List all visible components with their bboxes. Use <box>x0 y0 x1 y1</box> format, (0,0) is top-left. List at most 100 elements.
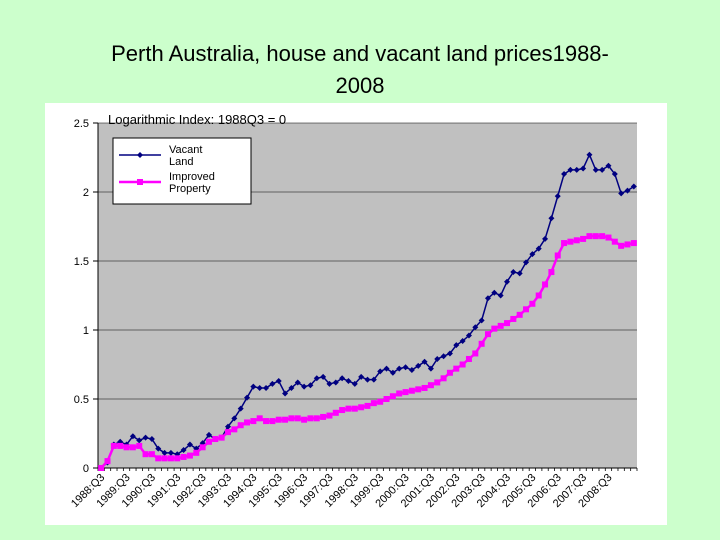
vacant-land-point <box>320 373 327 380</box>
improved-property-point <box>624 241 631 248</box>
improved-property-point <box>313 415 320 422</box>
improved-property-point <box>193 449 200 456</box>
improved-property-point <box>427 382 434 389</box>
vacant-land-point <box>383 365 390 372</box>
vacant-land-point <box>269 380 276 387</box>
improved-property-point <box>142 451 149 458</box>
improved-property-point <box>218 434 225 441</box>
vacant-land-point <box>364 376 371 383</box>
improved-property-point <box>301 416 308 423</box>
improved-property-point <box>408 387 415 394</box>
vacant-land-point <box>516 270 523 277</box>
vacant-land-point <box>440 353 447 360</box>
x-axis: 1988:Q31989:Q31990:Q31991:Q31992:Q31993:… <box>69 467 638 510</box>
vacant-land-point <box>275 378 282 385</box>
vacant-land-point <box>186 441 193 448</box>
improved-property-point <box>453 365 460 372</box>
y-tick-label: 2 <box>83 187 89 199</box>
y-tick-label: 0.5 <box>74 394 89 406</box>
improved-property-point <box>117 442 124 449</box>
vacant-land-point <box>478 317 485 324</box>
improved-property-point <box>402 389 409 396</box>
vacant-land-point <box>491 289 498 296</box>
vacant-land-point <box>408 367 415 374</box>
improved-property-point <box>174 455 181 462</box>
improved-property-point <box>459 361 466 368</box>
vacant-land-point <box>313 375 320 382</box>
slide-title-line1: Perth Australia, house and vacant land p… <box>111 41 609 66</box>
legend-box <box>112 137 252 205</box>
vacant-land-point <box>446 350 453 357</box>
improved-property-point <box>383 396 390 402</box>
legend-vacant-land-marker <box>137 152 143 158</box>
improved-property-point <box>478 340 485 347</box>
improved-property-point <box>212 436 219 443</box>
vacant-land-point <box>288 384 295 391</box>
vacant-land-point <box>205 431 212 438</box>
improved-property-point <box>389 393 396 400</box>
slide-title: Perth Australia, house and vacant land p… <box>20 38 700 102</box>
vacant-land-point <box>345 378 352 385</box>
vacant-land-point <box>180 447 187 454</box>
vacant-land-point <box>573 166 580 173</box>
vacant-land-point <box>396 365 403 372</box>
improved-property-point <box>167 455 174 462</box>
vacant-land-point <box>497 292 504 299</box>
improved-property-point <box>250 418 257 425</box>
vacant-land-point <box>282 390 289 397</box>
vacant-land-point <box>237 405 244 412</box>
vacant-land-point <box>542 235 549 242</box>
improved-property-point <box>237 422 244 429</box>
vacant-land-point <box>161 449 168 456</box>
vacant-land-point <box>535 245 542 252</box>
vacant-land-point <box>459 338 466 345</box>
improved-property-point <box>465 355 472 362</box>
improved-property-point <box>523 306 530 313</box>
y-axis: 0 0.5 1 1.5 2 2.5 <box>74 118 99 475</box>
legend-improved-property-label: Property <box>169 183 211 195</box>
vacant-land-point <box>142 434 149 441</box>
improved-property-point <box>504 320 511 327</box>
improved-property-point <box>332 409 339 416</box>
improved-property-point <box>98 465 105 471</box>
improved-property-point <box>288 415 295 422</box>
improved-property-point <box>592 233 599 240</box>
vacant-land-point <box>358 373 365 380</box>
vacant-land-point <box>351 380 358 387</box>
improved-property-point <box>611 238 618 245</box>
improved-property-point <box>580 235 587 242</box>
vacant-land-point <box>129 433 136 440</box>
improved-property-point <box>586 233 593 240</box>
vacant-land-point <box>421 358 428 365</box>
vacant-land-point <box>377 368 384 375</box>
improved-property-point <box>415 386 422 393</box>
vacant-land-point <box>548 215 555 222</box>
improved-property-point <box>554 252 561 259</box>
vacant-land-point <box>136 437 143 444</box>
vacant-land-point <box>561 171 568 178</box>
chart-title: Logarithmic Index: 1988Q3 = 0 <box>108 112 286 127</box>
improved-property-point <box>269 418 276 425</box>
vacant-land-point <box>389 369 396 376</box>
improved-property-point <box>573 237 580 244</box>
vacant-land-point <box>224 423 231 430</box>
vacant-land-point <box>523 259 530 266</box>
improved-property-point <box>186 452 193 459</box>
chart-frame: 0 0.5 1 1.5 2 2.5 1988:Q3 1989:Q3 1990:Q3 1991:Q… <box>45 103 667 525</box>
vacant-land-point <box>510 269 517 276</box>
improved-property-point <box>542 281 549 288</box>
improved-property-point <box>510 315 517 322</box>
improved-property-point <box>529 300 536 307</box>
improved-property-point <box>294 415 301 422</box>
improved-property-point <box>244 419 251 426</box>
improved-property-point <box>180 453 187 460</box>
legend-vacant-land-label: Land <box>169 156 193 168</box>
improved-property-point <box>548 269 555 276</box>
improved-property-point <box>535 292 542 299</box>
vacant-land-point <box>453 342 460 349</box>
vacant-land-point <box>301 383 308 390</box>
improved-property-point <box>136 442 143 449</box>
improved-property-point <box>567 238 574 245</box>
improved-property-point <box>224 429 231 436</box>
improved-property-point <box>396 390 403 397</box>
